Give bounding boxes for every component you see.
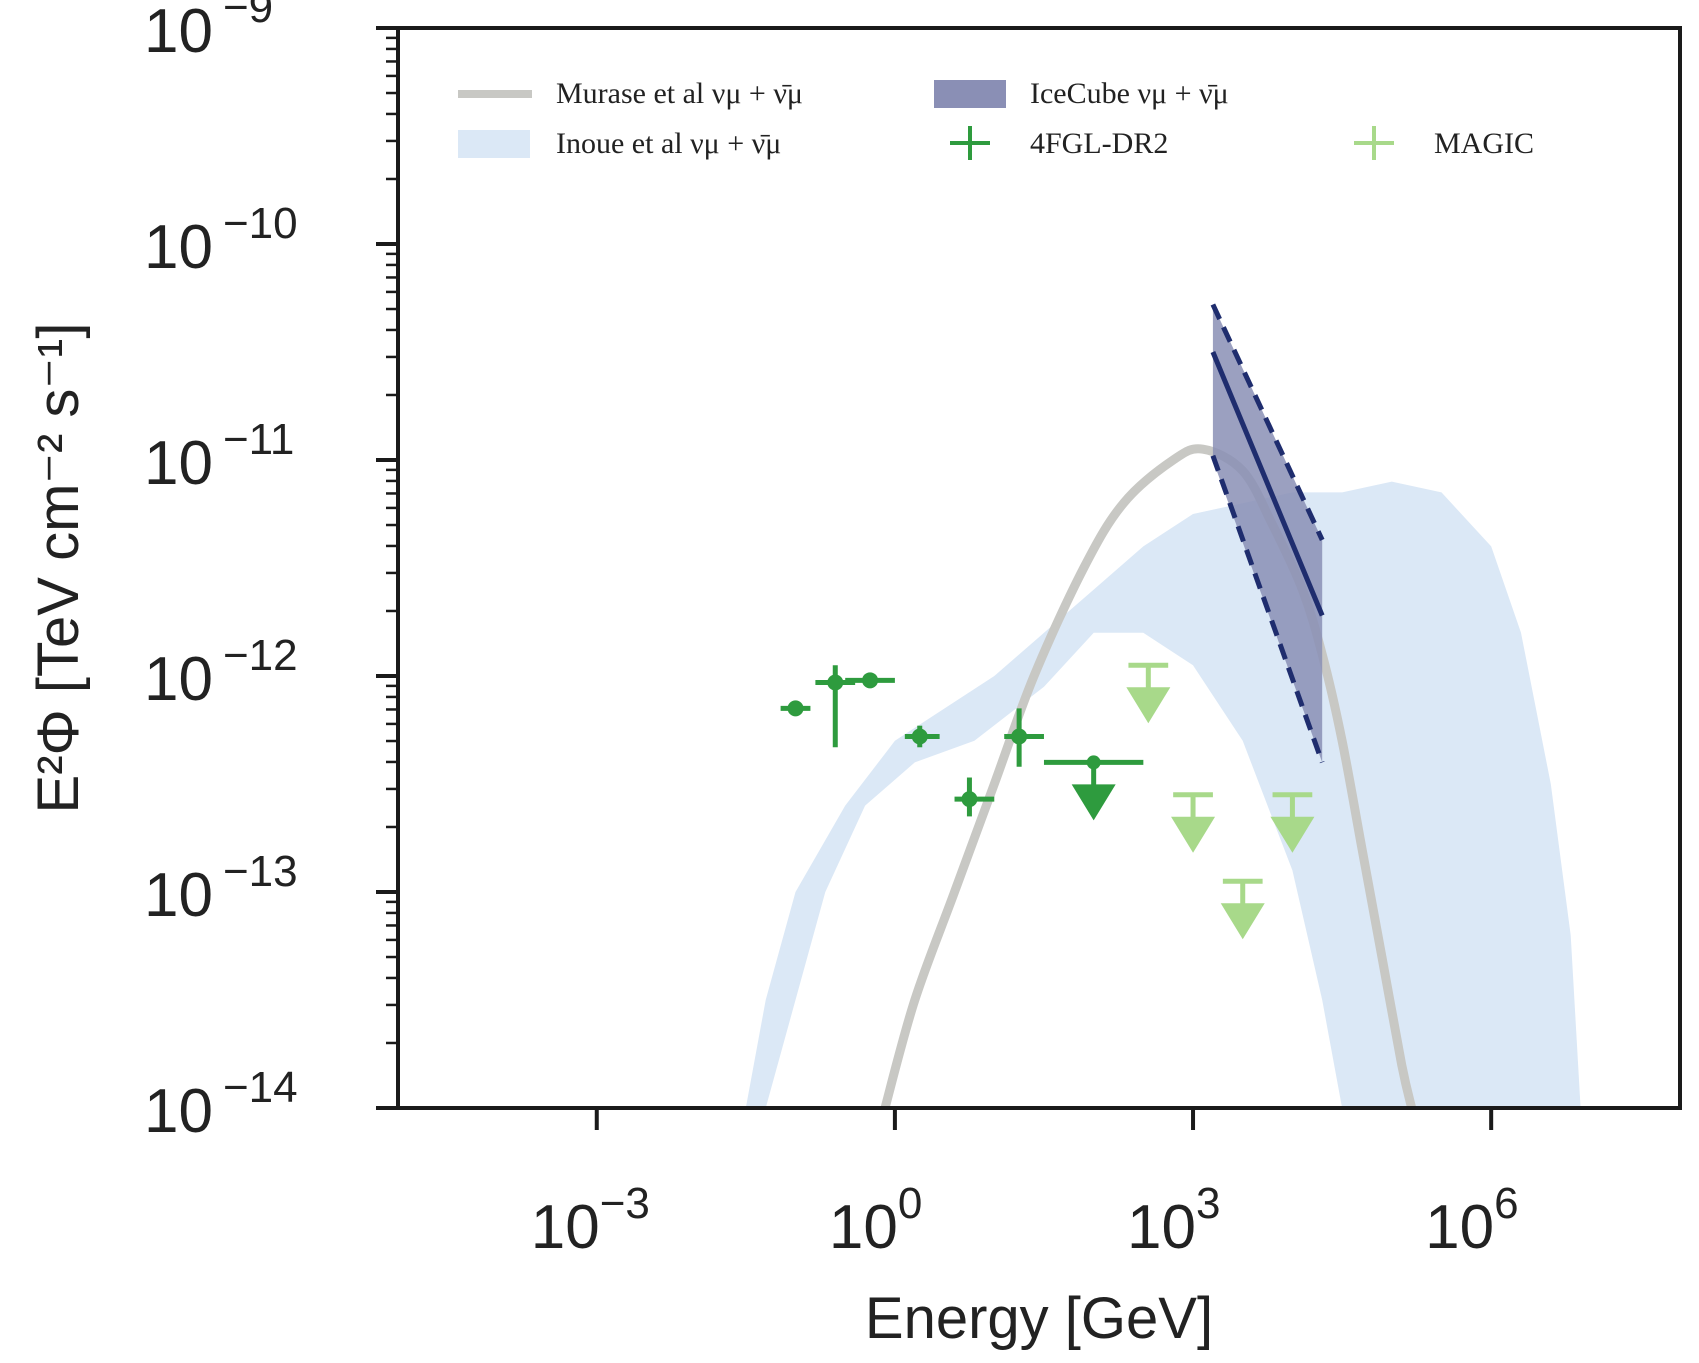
fermi-point [1043,755,1144,821]
legend-magic-label: MAGIC [1434,127,1534,160]
magic-point [1220,878,1265,940]
legend: Murase et al νμ + ν̄μ IceCube νμ + ν̄μ I… [458,77,1534,160]
fermi-point [954,777,995,817]
y-tick-label: 10 −12 [144,631,298,714]
legend-inoue-label: Inoue et al νμ + ν̄μ [556,127,781,160]
legend-fermi-swatch [950,126,990,160]
fermi-point [780,700,811,717]
fermi-marker [827,674,844,691]
fermi-ul-arrow [1071,784,1116,821]
icecube-upper-dashed [1210,303,1325,541]
legend-inoue-swatch [458,130,530,158]
legend-magic-swatch [1354,126,1394,160]
fermi-point [1004,708,1044,767]
y-tick-label: 10 −11 [144,415,294,498]
x-axis-label: Energy [GeV] [865,1286,1213,1351]
plot-frame [396,26,1682,1110]
magic-points-layer [1126,662,1315,940]
y-tick-label: 10 −14 [144,1063,298,1146]
fermi-point [845,672,895,689]
magic-point [1270,792,1315,853]
legend-murase-label: Murase et al νμ + ν̄μ [556,77,803,110]
x-tick-label: 103 [1127,1179,1220,1262]
y-axis-label: E²Φ [TeV cm⁻² s⁻¹] [26,323,91,814]
legend-fermi-label: 4FGL-DR2 [1030,127,1168,160]
fermi-point [904,725,940,748]
fermi-marker [1011,728,1028,745]
fermi-marker [787,700,804,717]
legend-icecube-label: IceCube νμ + ν̄μ [1030,77,1229,110]
x-tick-label: 100 [829,1179,922,1262]
fermi-marker [1086,755,1101,770]
fermi-points-layer [780,665,1144,821]
fermi-marker [911,728,928,745]
y-tick-label: 10 −10 [144,199,298,282]
icecube-band-layer [1210,303,1325,764]
x-tick-label: 106 [1425,1179,1518,1262]
y-tick-label: 10 −13 [144,847,298,930]
magic-point [1171,792,1216,853]
y-tick-label: 10 −9 [144,0,273,66]
legend-icecube-swatch [934,80,1006,108]
murase-curve [880,444,1417,1108]
magic-ul-arrow [1220,903,1265,940]
axes: 10−9 10−10 10−11 10−12 10−13 10 −14 10−3 100 103 1… [144,0,1519,1262]
magic-point [1126,662,1171,724]
inoue-band [745,481,1581,1108]
x-tick-label: 10−3 [531,1179,650,1262]
icecube-lower-dashed [1210,454,1325,764]
magic-ul-arrow [1270,816,1315,853]
murase-curve-layer [880,444,1417,1108]
fermi-marker [862,672,879,689]
inoue-band-layer [745,481,1581,1108]
fermi-marker [961,791,978,808]
icecube-best-fit-line [1210,351,1325,617]
magic-ul-arrow [1171,816,1216,853]
magic-ul-arrow [1126,687,1171,724]
